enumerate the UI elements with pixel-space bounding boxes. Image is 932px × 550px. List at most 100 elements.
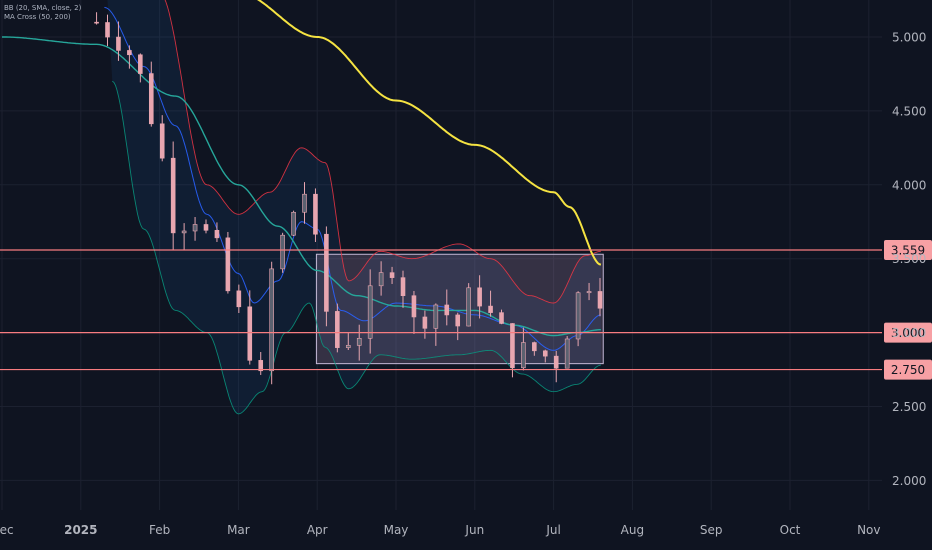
candle-body [477,287,482,307]
x-tick-label-5: May [384,523,409,537]
candle-3 [127,45,132,69]
candle-37 [499,309,504,325]
level-label-0: 3.559 [891,243,925,257]
candle-39 [521,327,526,371]
candle-body [422,316,428,329]
level-label-bg-2 [884,359,932,380]
candle-15 [258,351,264,375]
candle-body [488,305,493,313]
candle-body [203,224,209,231]
y-tick-label-4: 4.000 [892,178,926,192]
candle-body [553,355,559,369]
candle-6 [159,115,165,162]
candle-46 [597,278,603,317]
candle-36 [488,290,493,317]
y-tick-label-1: 2.500 [892,400,926,414]
candle-5 [148,61,154,127]
candle-body [575,292,581,340]
candle-body [389,272,395,278]
x-tick-label-7: Jul [545,523,560,537]
candle-11 [214,222,220,242]
candle-17 [280,232,285,273]
candle-40 [532,341,537,356]
candle-21 [324,226,329,327]
level-label-1: 3.000 [891,326,925,340]
x-tick-label-9: Sep [700,523,723,537]
level-label-bg-0 [884,239,932,260]
candle-body [138,54,143,74]
price-axis[interactable]: 2.000 2.500 3.000 3.500 4.000 4.500 5.000 [892,30,926,487]
candle-body [532,342,537,352]
candle-22 [335,303,340,353]
candle-41 [542,349,548,363]
candle-body [236,290,242,308]
candle-8 [181,223,187,250]
candle-14 [247,290,253,365]
indicator-legend: BB (20, SMA, close, 2) MA Cross (50, 200… [4,4,81,22]
y-tick-label-0: 2.000 [892,474,926,488]
candle-45 [586,282,592,301]
time-axis[interactable]: Dec 2025 Feb Mar Apr May Jun Jul Aug Sep Oct Nov [0,523,881,537]
candle-body [378,272,384,287]
candle-0 [94,12,99,25]
candle-43 [564,336,570,369]
candle-body [127,50,132,56]
candle-20 [313,188,318,242]
candle-13 [236,284,242,314]
bb-upper-line [164,0,601,304]
candle-body [411,295,417,318]
candle-body [510,323,515,369]
candle-body [521,342,526,369]
candle-body [159,123,165,159]
candle-body [400,277,406,296]
candle-12 [225,231,231,294]
y-tick-label-3: 3.500 [892,252,926,266]
x-tick-label-0: Dec [0,523,14,537]
candle-body [455,314,461,327]
candle-body [499,312,504,324]
candle-32 [444,289,450,326]
candle-body [181,230,187,234]
bb-lower-line [112,80,601,415]
candle-body [225,237,231,292]
x-tick-label-8: Aug [621,523,644,537]
x-tick-label-10: Oct [780,523,801,537]
candle-body [356,338,362,346]
candle-body [542,350,548,357]
candle-body [324,233,329,312]
candle-body [597,291,603,309]
consolidation-rectangle [315,253,604,365]
candle-26 [378,261,384,296]
candle-28 [400,270,406,308]
candle-body [466,287,471,327]
candle-body [564,338,570,369]
candle-body [291,211,296,236]
candle-24 [356,324,362,361]
legend-ma-cross[interactable]: MA Cross (50, 200) [4,13,71,21]
candle-31 [433,303,439,346]
candle-7 [170,141,176,251]
range-box[interactable] [315,253,604,365]
candle-body [258,360,264,372]
candle-2 [116,21,121,61]
horizontal-levels[interactable]: 3.559 3.000 2.750 [0,239,932,380]
x-tick-label-2: Feb [149,523,170,537]
y-tick-label-5: 4.500 [892,104,926,118]
candle-34 [466,283,471,327]
candle-1 [105,14,110,47]
candle-body [586,291,592,294]
level-label-bg-1 [884,322,932,343]
candle-body [444,304,450,316]
ma200-line [257,0,602,266]
legend-bb[interactable]: BB (20, SMA, close, 2) [4,4,82,12]
x-tick-label-4: Apr [307,523,328,537]
candle-35 [477,275,482,319]
candle-body [345,345,351,348]
candle-body [105,22,110,38]
candle-body [247,306,253,361]
candle-body [116,36,121,51]
candle-27 [389,266,395,284]
candle-body [94,21,99,24]
